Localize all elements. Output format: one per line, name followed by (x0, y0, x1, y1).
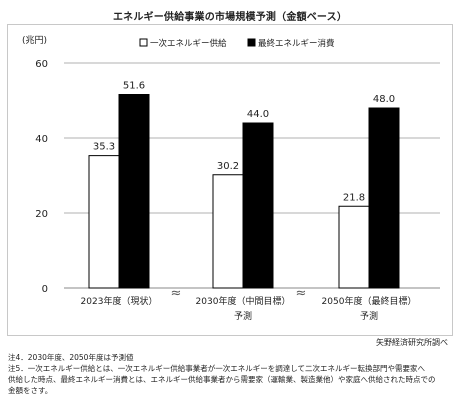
bar (368, 107, 400, 289)
bar-value-label: 48.0 (373, 94, 395, 105)
x-category-label: 2050年度（最終目標） (322, 295, 417, 307)
source-note: 矢野経済研究所調べ (376, 338, 448, 347)
legend-swatch (247, 38, 256, 47)
bar-value-label: 51.6 (123, 81, 145, 92)
x-category-sublabel: 予測 (234, 310, 252, 322)
legend-label: 一次エネルギー供給 (150, 38, 227, 49)
bar (118, 94, 150, 289)
bar-value-label: 35.3 (93, 142, 115, 153)
bar (242, 122, 274, 289)
y-unit-label: (兆円) (22, 35, 47, 46)
note-line-3: 供給した時点、最終エネルギー消費とは、エネルギー供給事業者から需要家（運輸業、製… (8, 375, 436, 384)
bar (338, 205, 370, 289)
y-tick-label: 0 (42, 284, 48, 295)
bar (212, 174, 244, 289)
y-tick-label: 60 (35, 59, 48, 70)
bar-value-label: 30.2 (217, 161, 239, 172)
chart-title: エネルギー供給事業の市場規模予測（金額ベース） (112, 12, 348, 23)
axis-break-mark: ≈ (296, 286, 307, 301)
note-line-4: 金額をさす。 (8, 386, 53, 395)
note-line-1: 注4．2030年度、2050年度は予測値 (8, 353, 134, 362)
axis-break-mark: ≈ (171, 286, 182, 301)
chart-frame: (兆円) 0 20 40 60 一次エネルギー供給 最終エネルギー消費 35.3 51.6 202… (7, 24, 453, 336)
legend-label: 最終エネルギー消費 (258, 38, 335, 49)
bar-chart: (兆円) 0 20 40 60 一次エネルギー供給 最終エネルギー消費 35.3 51.6 202… (22, 35, 440, 322)
bar-value-label: 21.8 (343, 192, 365, 203)
bar (88, 155, 120, 289)
legend-swatch (139, 38, 148, 47)
note-line-2: 注5．一次エネルギー供給とは、一次エネルギー供給事業者が一次エネルギーを調達して… (8, 364, 426, 373)
y-tick-label: 40 (35, 134, 48, 145)
y-tick-label: 20 (35, 209, 48, 220)
bar-value-label: 44.0 (247, 109, 269, 120)
x-category-sublabel: 予測 (360, 310, 378, 322)
x-category-label: 2023年度（現状） (81, 295, 158, 307)
x-category-label: 2030年度（中間目標） (196, 295, 291, 307)
